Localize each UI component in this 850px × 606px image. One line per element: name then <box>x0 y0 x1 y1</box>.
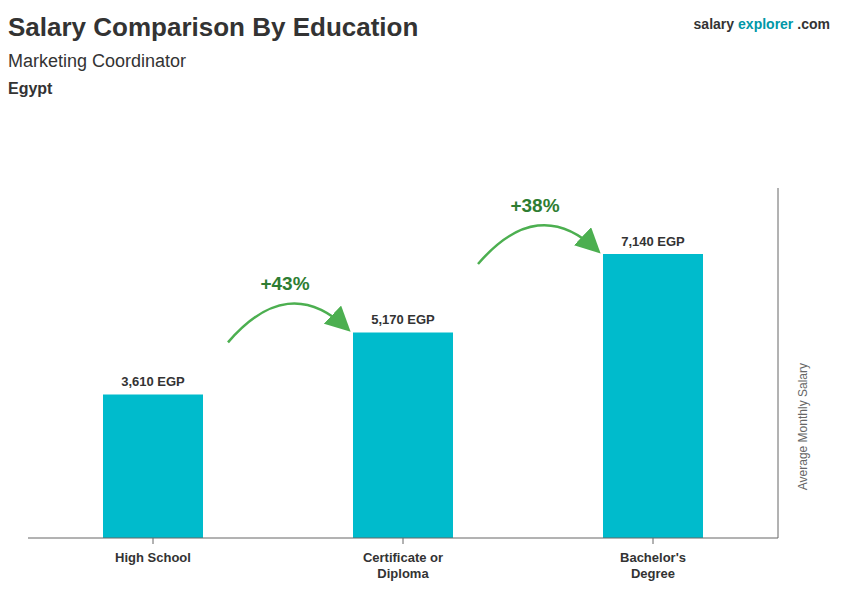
svg-text:3,610 EGP: 3,610 EGP <box>121 374 185 389</box>
svg-text:5,170 EGP: 5,170 EGP <box>371 312 435 327</box>
html-text:Salary Comparison By Education: Salary Comparison By Education <box>8 12 419 42</box>
svg-text:+43%: +43% <box>260 273 309 294</box>
svg-text:High School: High School <box>115 550 191 565</box>
svg-text:Certificate orDiploma: Certificate orDiploma <box>363 550 443 581</box>
html-text:salary explorer .com: salary explorer .com <box>693 16 830 32</box>
html-text:Marketing Coordinator: Marketing Coordinator <box>8 51 187 71</box>
svg-text:Bachelor'sDegree: Bachelor'sDegree <box>620 550 686 581</box>
html-text:Egypt: Egypt <box>8 80 53 97</box>
svg-text:+38%: +38% <box>510 195 559 216</box>
svg-text:Average Monthly Salary: Average Monthly Salary <box>796 363 810 490</box>
svg-text:7,140 EGP: 7,140 EGP <box>621 234 685 249</box>
